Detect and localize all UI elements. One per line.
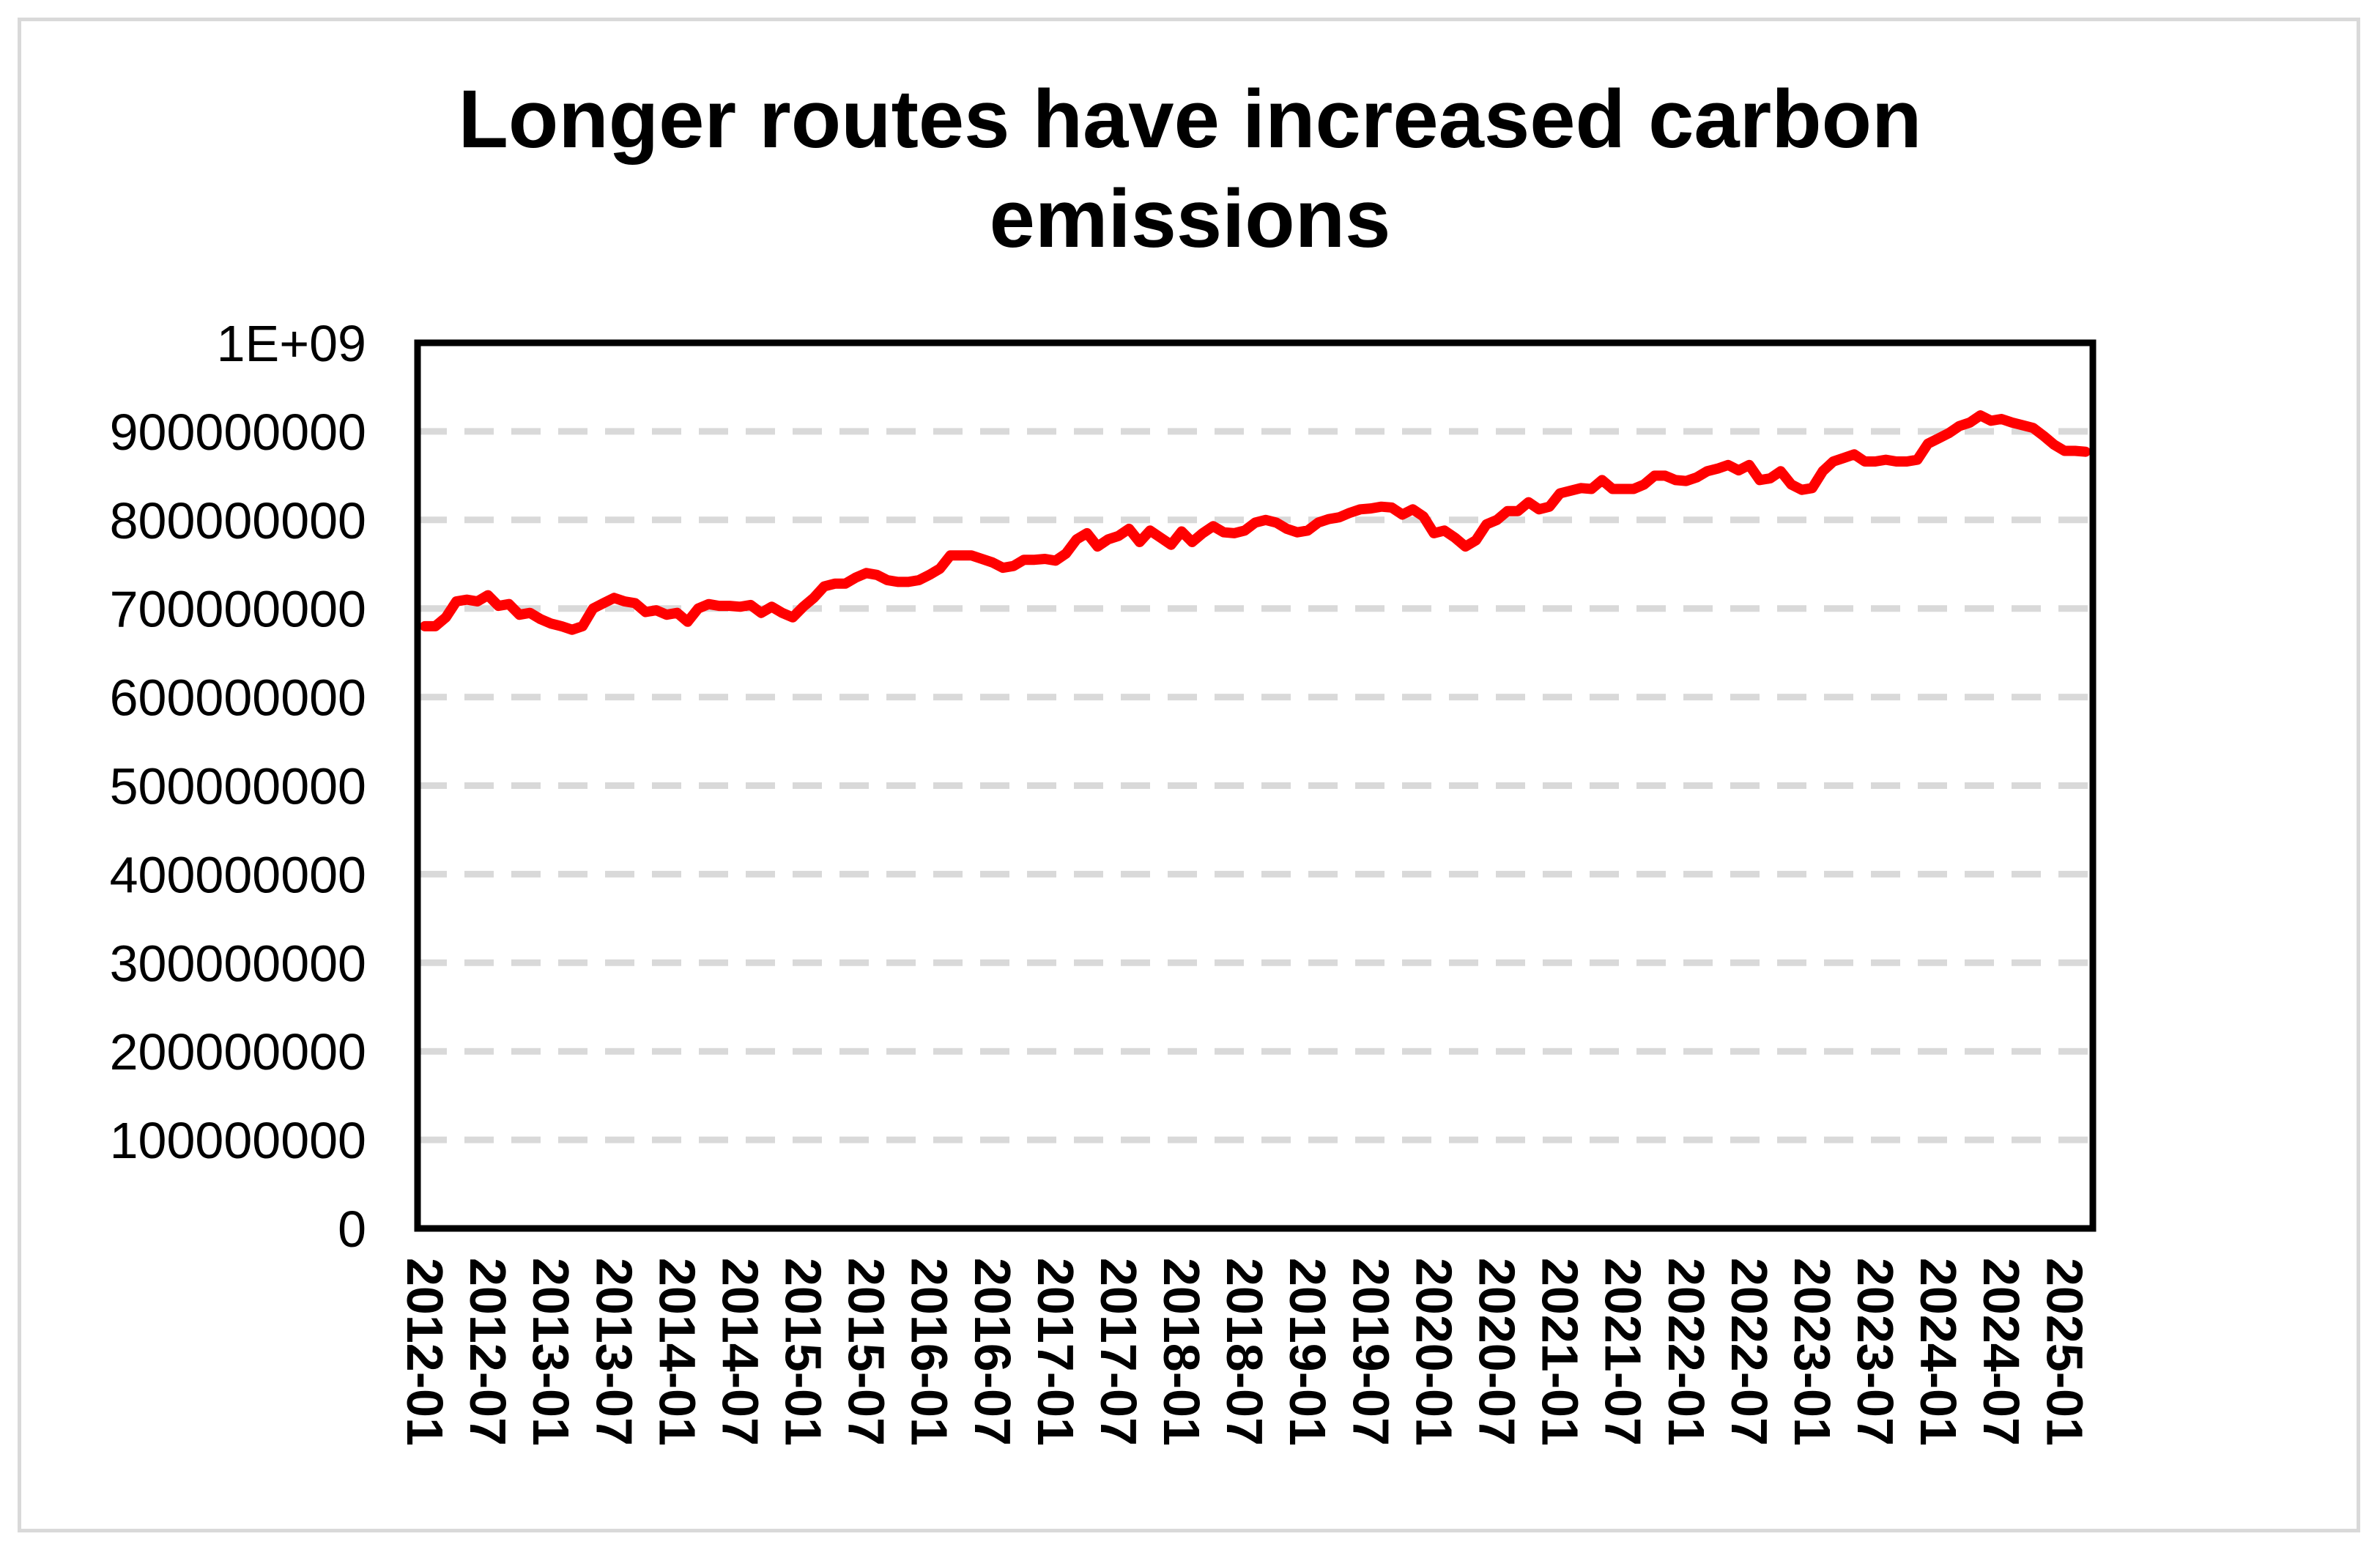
y-tick-label: 700000000 — [110, 581, 366, 638]
x-tick-label: 2022-07 — [1721, 1258, 1778, 1446]
x-tick-label: 2021-07 — [1595, 1258, 1652, 1446]
y-tick-label: 500000000 — [110, 758, 366, 815]
y-axis-ticks: 0 100000000 200000000 300000000 400000000 500… — [110, 315, 366, 1258]
x-tick-label: 2017-07 — [1090, 1258, 1147, 1446]
x-tick-label: 2012-07 — [459, 1258, 516, 1446]
y-tick-label: 900000000 — [110, 404, 366, 461]
y-tick-label: 1E+09 — [217, 315, 366, 372]
chart-title: Longer routes have increased carbon emis… — [458, 73, 1922, 264]
x-tick-label: 2012-01 — [396, 1258, 453, 1446]
x-tick-label: 2021-01 — [1532, 1258, 1589, 1446]
y-tick-label: 0 — [338, 1201, 366, 1258]
x-tick-label: 2020-07 — [1469, 1258, 1526, 1446]
y-tick-label: 800000000 — [110, 492, 366, 549]
y-tick-label: 300000000 — [110, 935, 366, 992]
gridlines — [418, 428, 2093, 1143]
x-tick-label: 2022-01 — [1658, 1258, 1715, 1446]
x-tick-label: 2018-01 — [1153, 1258, 1210, 1446]
y-tick-label: 600000000 — [110, 670, 366, 727]
x-tick-label: 2013-07 — [585, 1258, 642, 1446]
x-tick-label: 2019-07 — [1342, 1258, 1399, 1446]
y-tick-label: 400000000 — [110, 846, 366, 903]
x-tick-label: 2017-01 — [1027, 1258, 1084, 1446]
x-tick-label: 2015-07 — [838, 1258, 895, 1446]
x-tick-label: 2019-01 — [1279, 1258, 1336, 1446]
x-tick-label: 2016-07 — [964, 1258, 1021, 1446]
x-tick-label: 2024-07 — [1973, 1258, 2030, 1446]
x-tick-label: 2014-07 — [711, 1258, 768, 1446]
plot-area-border — [414, 339, 2097, 1232]
x-tick-label: 2015-01 — [775, 1258, 832, 1446]
chart-frame — [18, 18, 2360, 1532]
x-tick-label: 2014-01 — [648, 1258, 705, 1446]
x-tick-label: 2024-01 — [1910, 1258, 1967, 1446]
x-axis-ticks: 2012-01 2012-07 2013-01 2013-07 2014-01 2014-… — [396, 1258, 2093, 1446]
y-tick-label: 200000000 — [110, 1023, 366, 1080]
x-tick-label: 2018-07 — [1216, 1258, 1273, 1446]
x-tick-label: 2016-01 — [901, 1258, 958, 1446]
x-tick-label: 2023-07 — [1847, 1258, 1904, 1446]
x-tick-label: 2020-01 — [1405, 1258, 1462, 1446]
x-tick-label: 2013-01 — [522, 1258, 579, 1446]
x-tick-label: 2025-01 — [2036, 1258, 2093, 1446]
series-line — [420, 410, 2091, 635]
x-tick-label: 2023-01 — [1784, 1258, 1841, 1446]
y-tick-label: 100000000 — [110, 1112, 366, 1169]
series-layer — [420, 410, 2091, 635]
